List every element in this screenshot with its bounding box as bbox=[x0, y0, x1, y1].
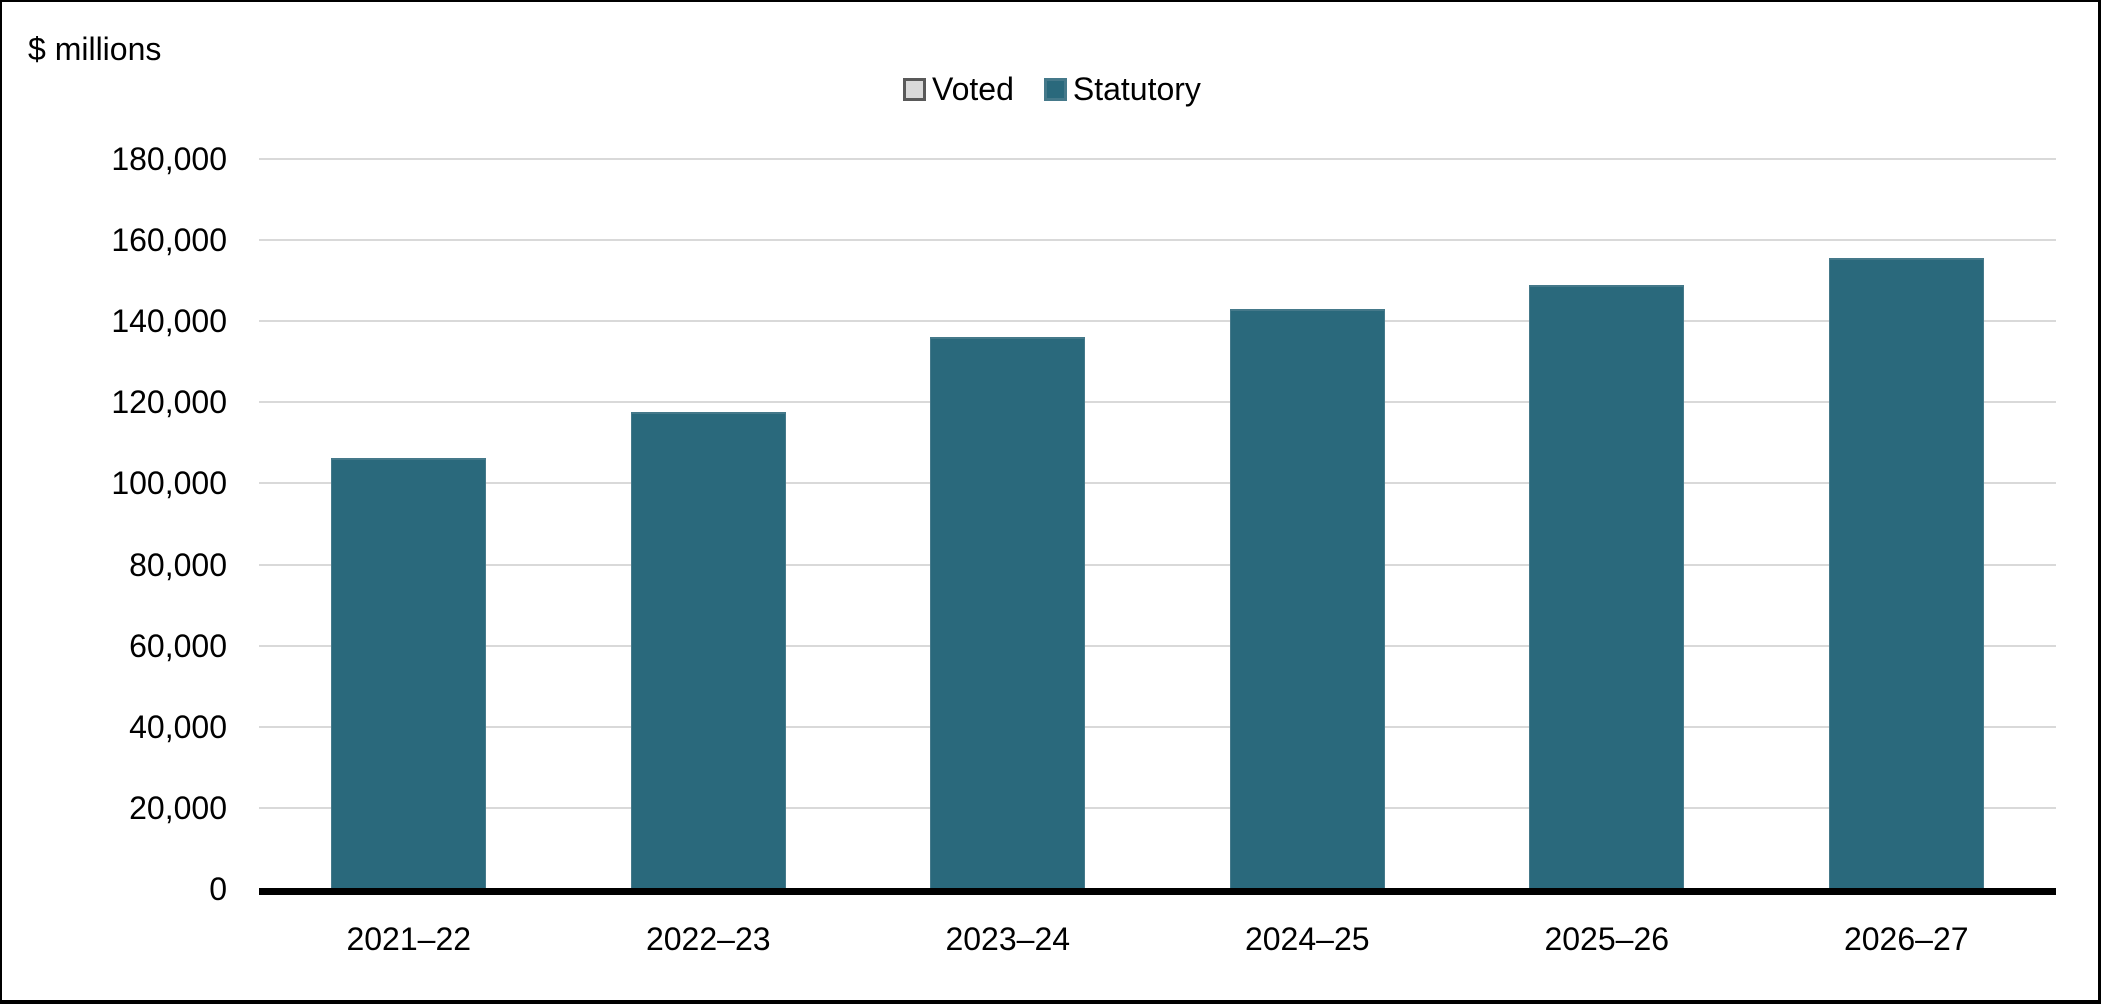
bar-statutory-2021–22 bbox=[331, 457, 487, 889]
x-tick-label: 2023–24 bbox=[945, 921, 1071, 957]
legend-label-statutory: Statutory bbox=[1072, 71, 1201, 107]
y-tick-label: 180,000 bbox=[111, 141, 227, 177]
y-gridline bbox=[259, 644, 2056, 647]
legend-item-voted: Voted bbox=[903, 70, 1014, 108]
bar-statutory-2026–27 bbox=[1828, 258, 1984, 889]
x-tick-label: 2025–26 bbox=[1544, 921, 1670, 957]
y-gridline bbox=[259, 320, 2056, 323]
y-tick-label: 60,000 bbox=[129, 627, 227, 664]
y-tick-label: 120,000 bbox=[111, 384, 227, 421]
y-gridline bbox=[259, 158, 2056, 160]
legend-swatch-statutory bbox=[1043, 77, 1067, 101]
legend-label-voted: Voted bbox=[932, 71, 1014, 107]
x-axis-line bbox=[259, 888, 2056, 895]
x-tick-label: 2024–25 bbox=[1244, 921, 1370, 957]
x-tick-label: 2021–22 bbox=[346, 921, 472, 957]
bar-statutory-2022–23 bbox=[630, 412, 786, 889]
y-gridline bbox=[259, 563, 2056, 566]
x-tick-label: 2026–27 bbox=[1843, 921, 1969, 957]
legend-item-statutory: Statutory bbox=[1043, 70, 1201, 108]
y-tick-label: 20,000 bbox=[129, 789, 227, 826]
bar-statutory-2023–24 bbox=[930, 337, 1086, 889]
bar-statutory-2024–25 bbox=[1229, 309, 1385, 889]
y-tick-label: 0 bbox=[209, 871, 227, 907]
y-tick-label: 160,000 bbox=[111, 222, 227, 259]
y-tick-label: 140,000 bbox=[111, 303, 227, 340]
y-gridline bbox=[259, 401, 2056, 404]
y-gridline bbox=[259, 239, 2056, 242]
y-gridline bbox=[259, 725, 2056, 728]
y-gridline bbox=[259, 806, 2056, 809]
y-gridline bbox=[259, 482, 2056, 485]
x-tick-label: 2022–23 bbox=[645, 921, 771, 957]
bar-statutory-2025–26 bbox=[1529, 284, 1685, 889]
y-tick-label: 40,000 bbox=[129, 708, 227, 745]
y-tick-label: 80,000 bbox=[129, 546, 227, 583]
legend: Voted Statutory bbox=[903, 70, 1201, 108]
y-axis-unit-label: $ millions bbox=[28, 31, 162, 67]
y-tick-label: 100,000 bbox=[111, 465, 227, 502]
legend-swatch-voted bbox=[903, 77, 926, 101]
